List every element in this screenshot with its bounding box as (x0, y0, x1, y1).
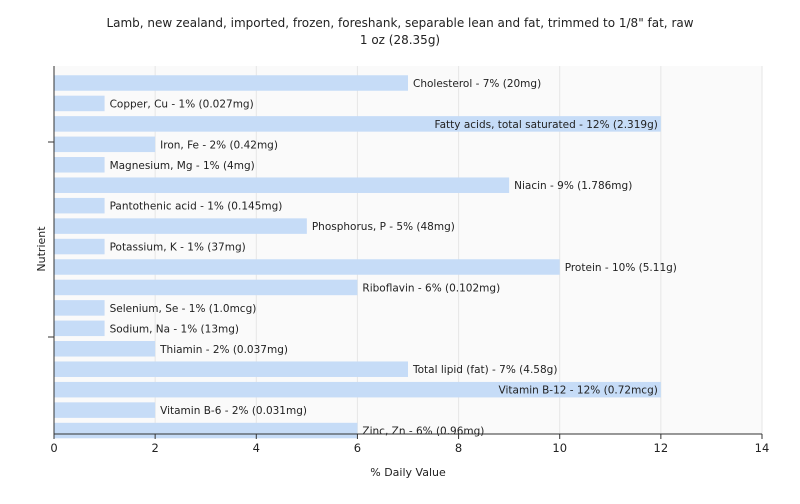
bar (54, 238, 105, 255)
bar-label: Vitamin B-12 - 12% (0.72mcg) (499, 385, 658, 397)
bar-label: Copper, Cu - 1% (0.027mg) (110, 98, 254, 110)
bar (54, 218, 307, 234)
x-tick-label: 10 (552, 441, 567, 455)
bar-label: Niacin - 9% (1.786mg) (514, 180, 632, 192)
bar-label: Thiamin - 2% (0.037mg) (159, 344, 288, 356)
chart-subtitle: 1 oz (28.35g) (360, 33, 440, 47)
bar (54, 279, 358, 296)
bar (54, 402, 156, 418)
bar-label: Zinc, Zn - 6% (0.96mg) (362, 426, 484, 438)
bar-label: Total lipid (fat) - 7% (4.58g) (412, 364, 557, 376)
x-tick-label: 8 (455, 441, 462, 455)
bar-label: Sodium, Na - 1% (13mg) (110, 323, 239, 335)
x-tick-label: 14 (755, 441, 770, 455)
x-tick-label: 6 (354, 441, 361, 455)
bar-label: Vitamin B-6 - 2% (0.031mg) (160, 405, 307, 417)
bar (54, 136, 156, 153)
x-axis-label: % Daily Value (370, 466, 446, 479)
bar (54, 361, 408, 377)
bar-label: Magnesium, Mg - 1% (4mg) (110, 160, 255, 172)
bar-label: Pantothenic acid - 1% (0.145mg) (110, 201, 283, 213)
bar (54, 320, 105, 337)
bar (54, 177, 510, 193)
bar-label: Fatty acids, total saturated - 12% (2.31… (435, 119, 658, 131)
bar (54, 381, 661, 398)
bar (54, 116, 661, 132)
bar (54, 259, 560, 275)
bar-label: Iron, Fe - 2% (0.42mg) (160, 139, 278, 151)
bar-label: Riboflavin - 6% (0.102mg) (362, 282, 500, 294)
bar-label: Cholesterol - 7% (20mg) (413, 78, 541, 90)
bar-label: Phosphorus, P - 5% (48mg) (312, 221, 455, 233)
bar (54, 95, 105, 112)
bar-label: Selenium, Se - 1% (1.0mcg) (110, 303, 257, 315)
bar (54, 341, 156, 357)
x-tick-label: 12 (654, 441, 669, 455)
bar (54, 197, 105, 214)
bar-label: Potassium, K - 1% (37mg) (110, 242, 246, 254)
bar (54, 422, 358, 439)
bar (54, 75, 408, 91)
x-tick-label: 4 (253, 441, 260, 455)
x-tick-label: 2 (151, 441, 158, 455)
bar (54, 157, 105, 173)
y-axis-label: Nutrient (35, 226, 48, 272)
chart-title: Lamb, new zealand, imported, frozen, for… (106, 16, 693, 30)
bar-label: Protein - 10% (5.11g) (565, 262, 677, 274)
x-tick-label: 0 (50, 441, 57, 455)
bar (54, 300, 105, 316)
